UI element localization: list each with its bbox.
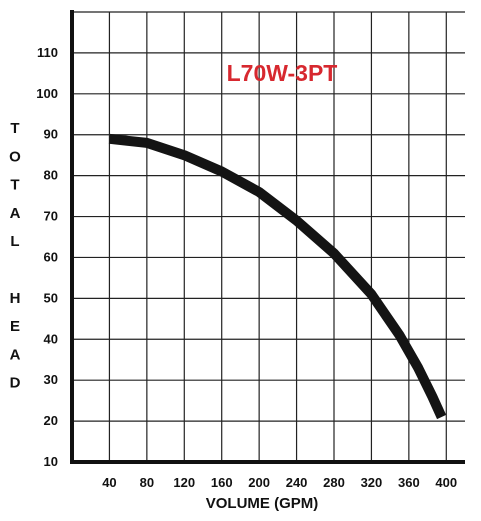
x-tick-label: 80: [140, 475, 154, 490]
x-tick-label: 40: [102, 475, 116, 490]
y-tick-label: 40: [44, 331, 58, 346]
y-tick-label: 110: [37, 45, 58, 60]
axes: [70, 10, 465, 464]
chart-title: L70W-3PT: [227, 60, 338, 86]
y-axis-title-letter: H: [10, 290, 21, 307]
x-axis-title: VOLUME (GPM): [206, 495, 319, 512]
y-tick-label: 80: [44, 168, 58, 183]
x-tick-label: 280: [323, 475, 345, 490]
y-tick-label: 10: [44, 454, 58, 469]
series-layer: [108, 133, 447, 420]
y-tick-label: 90: [44, 127, 58, 142]
y-tick-label: 100: [36, 86, 58, 101]
y-tick-label: 50: [44, 290, 58, 305]
x-tick-label: 160: [211, 475, 233, 490]
x-tick-label: 320: [361, 475, 383, 490]
x-tick-label: 360: [398, 475, 420, 490]
y-axis-title-letter: L: [10, 233, 19, 250]
y-tick-labels: 10 20 30 40 50 60 70 80 90 100 110: [36, 45, 58, 469]
x-tick-label: 200: [248, 475, 270, 490]
y-tick-label: 20: [44, 413, 58, 428]
y-axis-title-letter: E: [10, 318, 20, 335]
x-tick-label: 120: [173, 475, 195, 490]
y-axis-title-letter: A: [10, 346, 21, 363]
y-axis-title-letter: T: [10, 120, 19, 137]
x-tick-labels: 40 80 120 160 200 240 280 320 360 400: [102, 475, 457, 490]
y-axis-title-letter: O: [9, 148, 21, 165]
y-axis-title-letter: A: [10, 205, 21, 222]
y-tick-label: 70: [44, 209, 58, 224]
x-tick-label: 240: [286, 475, 308, 490]
y-tick-label: 30: [44, 372, 58, 387]
y-axis-title-letter: D: [10, 375, 21, 392]
performance-curve: [108, 133, 447, 420]
x-tick-label: 400: [435, 475, 457, 490]
y-tick-label: 60: [44, 249, 58, 264]
y-axis-title-letter: T: [10, 177, 19, 194]
